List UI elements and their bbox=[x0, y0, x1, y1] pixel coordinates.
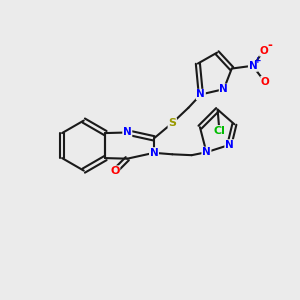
Text: Cl: Cl bbox=[213, 126, 225, 136]
Text: S: S bbox=[168, 118, 176, 128]
Text: O: O bbox=[110, 166, 120, 176]
Text: N: N bbox=[196, 89, 205, 100]
Text: N: N bbox=[219, 84, 228, 94]
Text: O: O bbox=[261, 76, 270, 86]
Text: N: N bbox=[150, 148, 158, 158]
Text: N: N bbox=[123, 128, 132, 137]
Text: -: - bbox=[268, 38, 272, 52]
Text: N: N bbox=[249, 61, 257, 71]
Text: N: N bbox=[225, 140, 234, 150]
Text: N: N bbox=[202, 147, 211, 157]
Text: O: O bbox=[260, 46, 268, 56]
Text: +: + bbox=[254, 56, 262, 65]
